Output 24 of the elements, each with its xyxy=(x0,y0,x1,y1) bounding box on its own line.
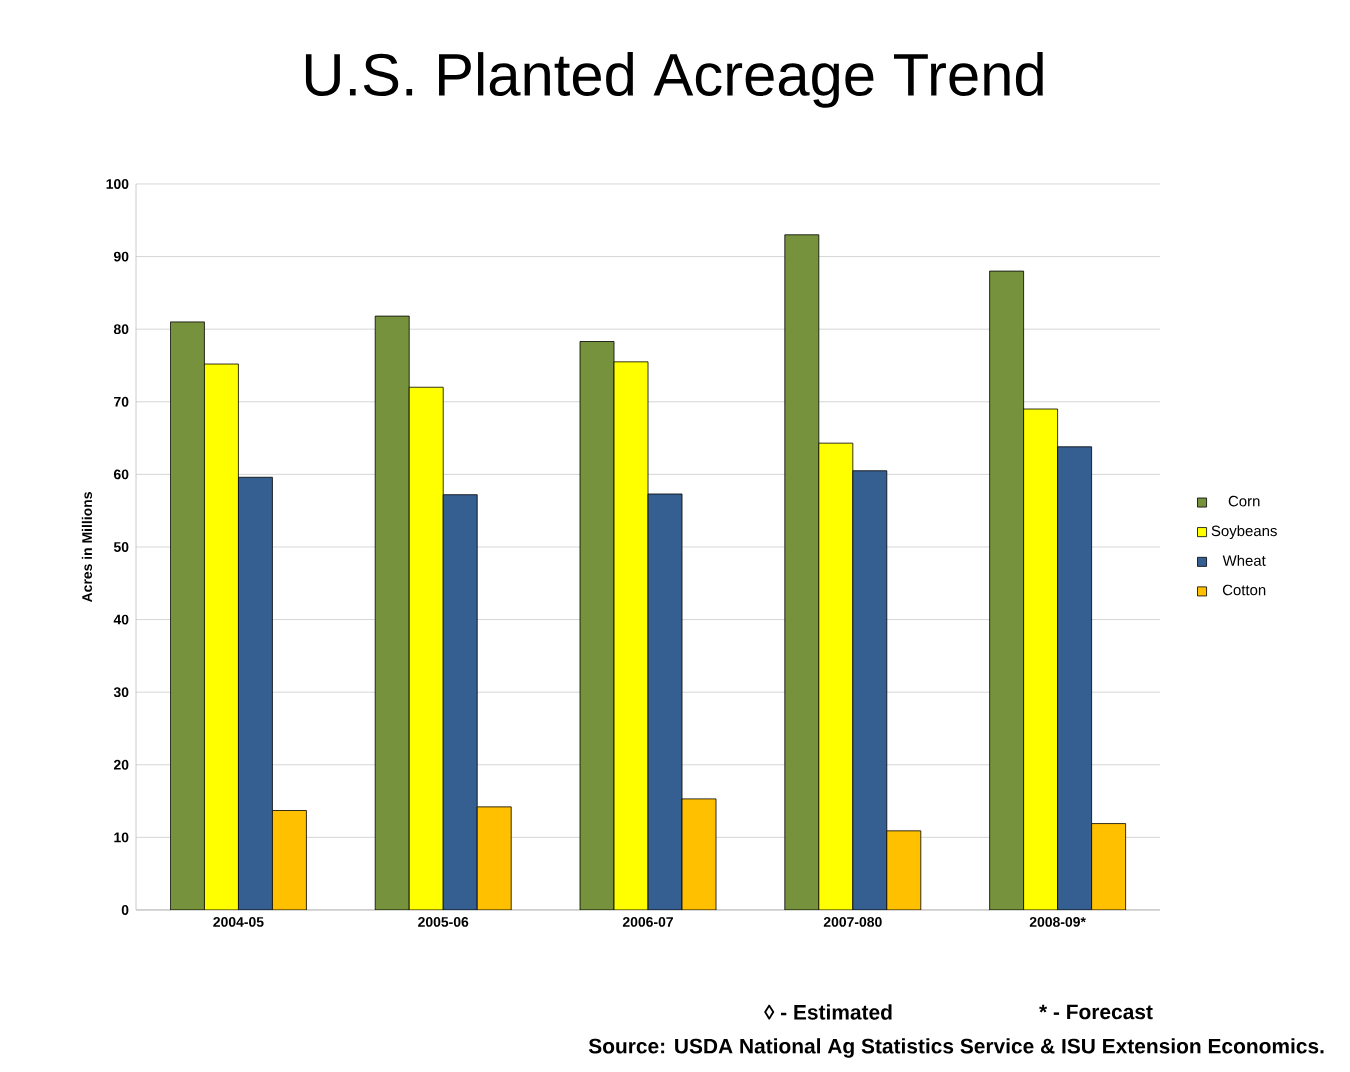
bar xyxy=(818,442,854,910)
bar xyxy=(886,830,922,910)
text: * - Forecast xyxy=(1039,1004,1153,1020)
bar xyxy=(852,470,888,910)
bar xyxy=(204,363,239,910)
bar xyxy=(579,341,615,910)
bar xyxy=(1057,446,1093,910)
bar xyxy=(1023,408,1059,910)
bar xyxy=(647,493,683,910)
bar xyxy=(238,476,273,910)
bar xyxy=(170,321,205,910)
source-note: Source: USDA National Ag Statistics Service & ISU Extension Economics. xyxy=(588,1038,1324,1058)
bar xyxy=(613,361,649,910)
bar xyxy=(272,810,307,910)
bar xyxy=(408,386,444,910)
bar xyxy=(989,270,1025,910)
bar xyxy=(681,798,717,910)
bar xyxy=(1091,823,1127,910)
text: ◊ - Estimated xyxy=(764,1004,892,1020)
bar xyxy=(784,234,820,910)
bar xyxy=(476,806,512,910)
bar xyxy=(442,494,478,910)
bar xyxy=(374,315,410,910)
chart-title: U.S. Planted Acreage Trend xyxy=(305,52,1043,108)
